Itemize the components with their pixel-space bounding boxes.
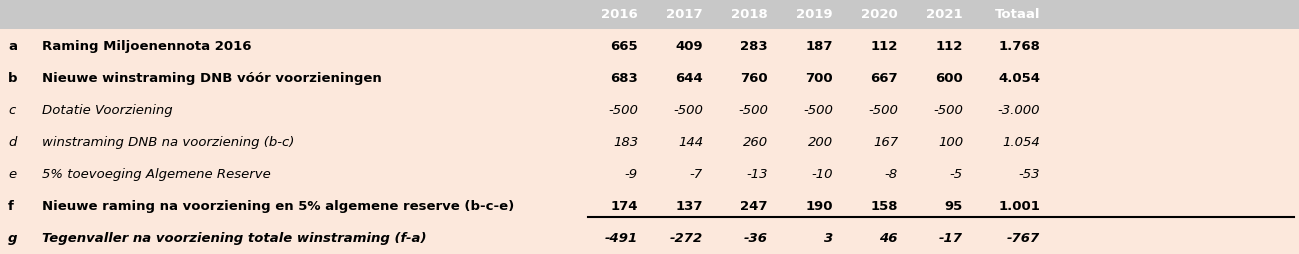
Text: 260: 260: [743, 135, 768, 148]
Text: 700: 700: [805, 71, 833, 84]
Text: -10: -10: [812, 167, 833, 180]
Text: a: a: [8, 39, 17, 52]
Text: -272: -272: [670, 231, 703, 244]
Text: 137: 137: [675, 199, 703, 212]
Text: winstraming DNB na voorziening (b-c): winstraming DNB na voorziening (b-c): [42, 135, 295, 148]
Text: 100: 100: [938, 135, 963, 148]
Text: 665: 665: [611, 39, 638, 52]
Text: 3: 3: [824, 231, 833, 244]
Text: 760: 760: [740, 71, 768, 84]
Text: 2016: 2016: [601, 8, 638, 21]
Text: -53: -53: [1018, 167, 1040, 180]
Text: d: d: [8, 135, 17, 148]
Text: -491: -491: [605, 231, 638, 244]
Text: -17: -17: [939, 231, 963, 244]
Text: -500: -500: [803, 103, 833, 116]
Text: 2021: 2021: [926, 8, 963, 21]
Text: 112: 112: [935, 39, 963, 52]
Text: g: g: [8, 231, 17, 244]
Text: -8: -8: [885, 167, 898, 180]
Text: -7: -7: [690, 167, 703, 180]
Text: 1.001: 1.001: [998, 199, 1040, 212]
Text: c: c: [8, 103, 16, 116]
Text: 112: 112: [870, 39, 898, 52]
Text: 2020: 2020: [861, 8, 898, 21]
Text: -500: -500: [738, 103, 768, 116]
Text: 174: 174: [611, 199, 638, 212]
Text: Dotatie Voorziening: Dotatie Voorziening: [42, 103, 173, 116]
Text: 190: 190: [805, 199, 833, 212]
Text: Totaal: Totaal: [995, 8, 1040, 21]
Text: -9: -9: [625, 167, 638, 180]
Text: -36: -36: [744, 231, 768, 244]
Text: 409: 409: [675, 39, 703, 52]
Text: 683: 683: [611, 71, 638, 84]
Text: 200: 200: [808, 135, 833, 148]
Text: -500: -500: [608, 103, 638, 116]
Text: 283: 283: [740, 39, 768, 52]
Text: 600: 600: [935, 71, 963, 84]
Text: 167: 167: [873, 135, 898, 148]
Text: 2017: 2017: [666, 8, 703, 21]
Text: -5: -5: [950, 167, 963, 180]
Text: -3.000: -3.000: [998, 103, 1040, 116]
Text: Nieuwe raming na voorziening en 5% algemene reserve (b-c-e): Nieuwe raming na voorziening en 5% algem…: [42, 199, 514, 212]
Text: 158: 158: [870, 199, 898, 212]
Text: 46: 46: [879, 231, 898, 244]
Text: f: f: [8, 199, 14, 212]
Text: 2019: 2019: [796, 8, 833, 21]
Text: Raming Miljoenennota 2016: Raming Miljoenennota 2016: [42, 39, 252, 52]
Text: b: b: [8, 71, 17, 84]
Text: 247: 247: [740, 199, 768, 212]
Text: Nieuwe winstraming DNB vóór voorzieningen: Nieuwe winstraming DNB vóór voorzieninge…: [42, 71, 382, 84]
Text: 644: 644: [675, 71, 703, 84]
Text: Tegenvaller na voorziening totale winstraming (f-a): Tegenvaller na voorziening totale winstr…: [42, 231, 426, 244]
Text: 1.768: 1.768: [998, 39, 1040, 52]
Text: 667: 667: [870, 71, 898, 84]
Bar: [0, 30, 1299, 254]
Text: 187: 187: [805, 39, 833, 52]
Text: -767: -767: [1007, 231, 1040, 244]
Text: 1.054: 1.054: [1003, 135, 1040, 148]
Text: 2018: 2018: [731, 8, 768, 21]
Text: 95: 95: [944, 199, 963, 212]
Text: 144: 144: [678, 135, 703, 148]
Text: -13: -13: [747, 167, 768, 180]
Bar: [0, 0, 1299, 30]
Text: e: e: [8, 167, 16, 180]
Text: -500: -500: [933, 103, 963, 116]
Text: 5% toevoeging Algemene Reserve: 5% toevoeging Algemene Reserve: [42, 167, 270, 180]
Text: 183: 183: [613, 135, 638, 148]
Text: -500: -500: [673, 103, 703, 116]
Text: -500: -500: [868, 103, 898, 116]
Text: 4.054: 4.054: [998, 71, 1040, 84]
